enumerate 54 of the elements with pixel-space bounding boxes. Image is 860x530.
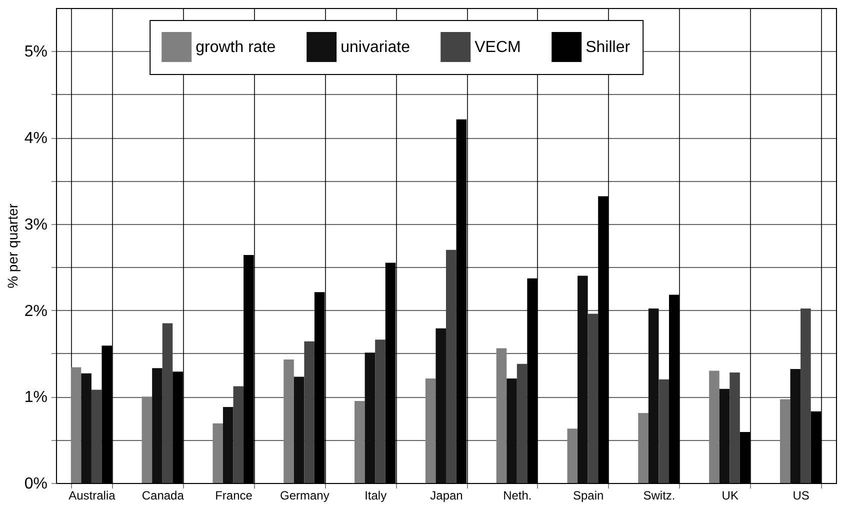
x-tick-label: Germany [280,488,330,502]
bar [222,407,234,483]
bar [152,368,162,483]
x-tick-label: France [215,488,253,502]
legend-label: VECM [474,39,521,56]
x-tick-label: Spain [572,488,604,502]
bar [233,386,244,483]
bar [496,348,507,483]
x-tick-label: UK [722,488,738,502]
bar [284,360,294,483]
bar [162,323,173,483]
x-tick-label: Switz. [643,488,676,502]
bar [638,413,648,483]
y-tick-label: 1% [24,389,48,406]
bar [425,378,436,483]
bar [780,399,790,483]
bar [516,364,528,483]
bar [354,400,365,483]
x-tick-label: Italy [364,488,387,502]
bar [730,372,740,483]
bar [91,390,102,483]
bar [790,369,801,483]
bar [800,308,811,483]
legend-label: Shiller [586,39,631,56]
y-tick-label: 5% [24,44,48,61]
bar [567,428,578,483]
y-tick-label: 2% [24,302,48,320]
bar [719,388,730,483]
y-axis-title: % per quarter [4,203,20,288]
x-tick-label: Neth. [503,488,532,502]
x-tick-label: Canada [142,488,184,502]
bar [709,370,720,483]
bar [81,373,92,483]
legend-label: univariate [340,39,410,56]
y-tick-label: 3% [24,216,48,234]
y-tick-label: 4% [24,130,48,148]
bar [658,379,670,483]
bar [648,308,659,483]
bar [142,396,152,483]
bar [588,314,598,483]
y-tick-label: 0% [24,476,48,492]
bar [212,423,223,483]
bar [294,376,304,483]
bar [506,378,517,483]
x-tick-label: US [792,488,810,502]
bar [446,250,456,483]
bar [578,276,588,483]
x-tick-label: Australia [68,488,116,502]
bar [375,340,386,483]
bar [436,328,446,483]
bar [364,352,376,483]
x-tick-label: Japan [430,488,463,502]
legend-label: growth rate [196,39,276,56]
bar [304,341,314,483]
